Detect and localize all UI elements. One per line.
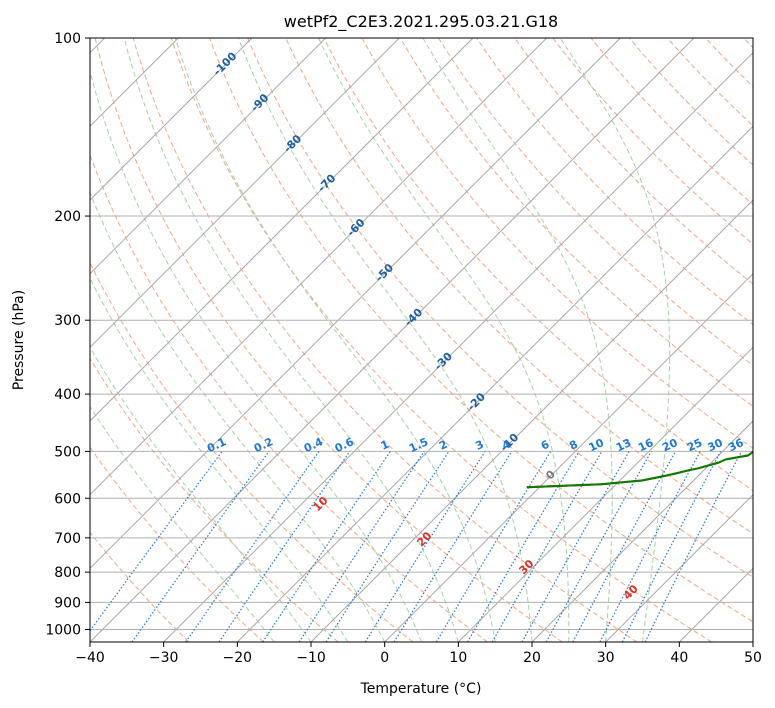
moist-adiabat-line: [174, 38, 496, 642]
dry-adiabat-line: [90, 357, 339, 642]
x-tick-label: 10: [449, 650, 467, 666]
isotherm-line: [236, 125, 753, 642]
isotherm-line: [90, 38, 621, 570]
moist-adiabat-line: [90, 405, 275, 642]
mixing-ratio-line: [262, 451, 391, 642]
dewpoint-profile-line: [526, 450, 753, 489]
dry-adiabat-line: [437, 38, 753, 366]
moist-adiabat-line: [123, 38, 459, 642]
y-axis-title: Pressure (hPa): [11, 290, 27, 390]
dry-adiabat-line: [247, 38, 753, 578]
mixing-ratio-line: [298, 451, 425, 642]
mixing-ratio-line: [599, 451, 701, 642]
y-tick-label: 100: [54, 31, 81, 47]
isotherm-line: [90, 38, 327, 275]
x-tick-label: 40: [670, 650, 688, 666]
x-tick-label: −10: [296, 650, 326, 666]
y-tick-label: 200: [54, 209, 81, 225]
isotherm-line: [531, 420, 753, 642]
dry-adiabat-line: [90, 261, 414, 642]
isotherm-line: [163, 51, 753, 642]
moist-adiabat-line: [318, 38, 570, 642]
moist-adiabat-line: [90, 191, 386, 642]
mixing-ratio-label: 20: [660, 436, 680, 454]
mixing-ratio-line: [393, 451, 513, 642]
moist-adiabat-line: [90, 277, 349, 642]
isotherm-line: [605, 493, 753, 642]
x-axis-title: Temperature (°C): [360, 681, 482, 697]
y-tick-label: 700: [54, 531, 81, 547]
profiles: [526, 450, 753, 489]
y-tick-label: 400: [54, 387, 81, 403]
isotherm-line: [457, 346, 753, 642]
chart-title: wetPf2_C2E3.2021.295.03.21.G18: [284, 12, 558, 32]
mixing-ratio-label: 16: [636, 436, 656, 454]
moist-adiabat-line: [422, 38, 613, 642]
isotherm-line: [384, 272, 753, 642]
mixing-ratio-line: [572, 451, 677, 642]
mixing-ratio-line: [521, 451, 630, 642]
mixing-ratio-line: [185, 451, 320, 642]
mixing-ratio-label: 10: [587, 436, 607, 454]
mixing-ratio-line: [545, 451, 652, 642]
x-tick-label: −20: [223, 650, 253, 666]
dry-adiabat-line: [399, 38, 753, 408]
isotherm-line: [752, 641, 753, 642]
dry-adiabat-line: [94, 38, 563, 642]
mixing-ratio-label: 30: [706, 436, 726, 454]
x-axis: −40 −30 −20 −10 0 10 20 30 40 50: [75, 642, 762, 666]
isotherm-line: [90, 38, 253, 201]
x-tick-label: 30: [597, 650, 615, 666]
y-tick-label: 600: [54, 491, 81, 507]
y-tick-label: 1000: [45, 622, 81, 638]
isotherm-line: [310, 199, 753, 642]
isotherm-line: [90, 38, 400, 349]
mixing-ratio-label: 36: [726, 436, 746, 454]
mixing-ratio-line: [131, 451, 270, 642]
dry-adiabat-line: [323, 38, 753, 492]
isotherm-line: [90, 38, 548, 496]
y-axis: 100 200 300 400 500 600 700 800 900 1000: [45, 31, 90, 638]
mixing-ratio-line: [364, 451, 486, 642]
y-tick-label: 500: [54, 444, 81, 460]
plot-frame: [89, 37, 754, 643]
background-lines: [90, 38, 753, 642]
dry-adiabat-line: [552, 38, 753, 245]
dry-adiabat-line: [285, 38, 753, 535]
x-tick-label: 0: [380, 650, 389, 666]
x-tick-label: 50: [744, 650, 762, 666]
dry-adiabat-line: [90, 531, 190, 642]
mixing-ratio-line: [435, 451, 552, 642]
dry-adiabat-line: [476, 38, 753, 326]
y-tick-label: 800: [54, 565, 81, 581]
dry-adiabat-line: [209, 38, 753, 623]
dry-adiabat-line: [170, 38, 712, 642]
isotherm-line: [90, 38, 695, 642]
plot-background: [90, 38, 753, 642]
x-tick-label: −40: [75, 650, 105, 666]
x-tick-label: −30: [149, 650, 179, 666]
dry-adiabat-line: [90, 153, 488, 642]
moist-adiabat-line: [90, 69, 422, 642]
mixing-ratio-line: [90, 451, 223, 632]
dry-adiabat-line: [132, 38, 638, 642]
moist-adiabat-line: [237, 38, 533, 642]
mixing-ratio-line: [218, 451, 351, 642]
x-tick-label: 20: [523, 650, 541, 666]
y-tick-label: 300: [54, 313, 81, 329]
mixing-ratio-line: [644, 451, 743, 642]
mixing-ratio-line: [325, 451, 450, 642]
y-tick-label: 900: [54, 595, 81, 611]
isotherm-line: [90, 38, 474, 422]
dry-adiabat-line: [590, 38, 753, 206]
mixing-ratio-label: 25: [685, 436, 704, 454]
mixing-ratio-line: [621, 451, 722, 642]
mixing-ratio-label: 13: [614, 436, 633, 454]
